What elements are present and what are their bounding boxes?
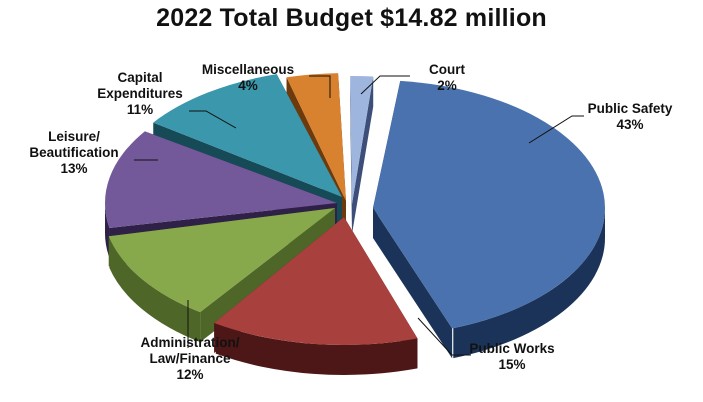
pie-slice-top [286, 73, 346, 201]
slice-percent-label: 2% [437, 78, 457, 93]
slice-percent-label: 12% [176, 367, 203, 382]
pie-slice-top [108, 208, 335, 313]
slice-category-label: Administration/ [140, 335, 239, 350]
slice-category-label: Public Safety [588, 101, 673, 116]
pie-slices [105, 73, 606, 376]
slice-category-label: Law/Finance [149, 351, 231, 366]
slice-category-label: Miscellaneous [202, 62, 294, 77]
pie-slice-wall [105, 201, 110, 258]
pie-slice-top [153, 74, 342, 197]
pie-slice-top [350, 76, 374, 204]
chart-title: 2022 Total Budget $14.82 million [156, 4, 547, 32]
slice-percent-label: 11% [127, 102, 153, 117]
leader-line [189, 110, 237, 129]
leader-line [417, 317, 471, 356]
slice-category-label: Leisure/ [48, 129, 100, 144]
pie-slice-side [352, 76, 374, 234]
pie-slice-top [105, 131, 337, 228]
slice-percent-label: 13% [60, 161, 87, 176]
pie-slice [350, 76, 374, 235]
slice-category-label: Expenditures [97, 86, 183, 101]
pie-slice [373, 80, 606, 359]
slice-category-label: Court [429, 62, 465, 77]
slice-category-label: Beautification [29, 145, 118, 160]
pie-slice-wall [453, 207, 605, 359]
slice-percent-label: 43% [616, 117, 643, 132]
slice-category-label: Public Works [469, 341, 554, 356]
slice-category-label: Capital [117, 70, 162, 85]
pie-slice-top [214, 217, 418, 345]
slice-percent-label: 15% [498, 357, 525, 372]
pie-slice [214, 217, 418, 376]
leader-line [309, 75, 331, 98]
slice-percent-label: 4% [238, 78, 258, 93]
pie-slice-side [350, 76, 352, 235]
pie-slice-wall [215, 323, 418, 376]
pie-slice-top [373, 80, 606, 329]
leader-line [528, 115, 584, 144]
pie-slice-wall [109, 237, 201, 343]
leader-line [360, 75, 410, 95]
pie-slice-side [373, 208, 453, 359]
